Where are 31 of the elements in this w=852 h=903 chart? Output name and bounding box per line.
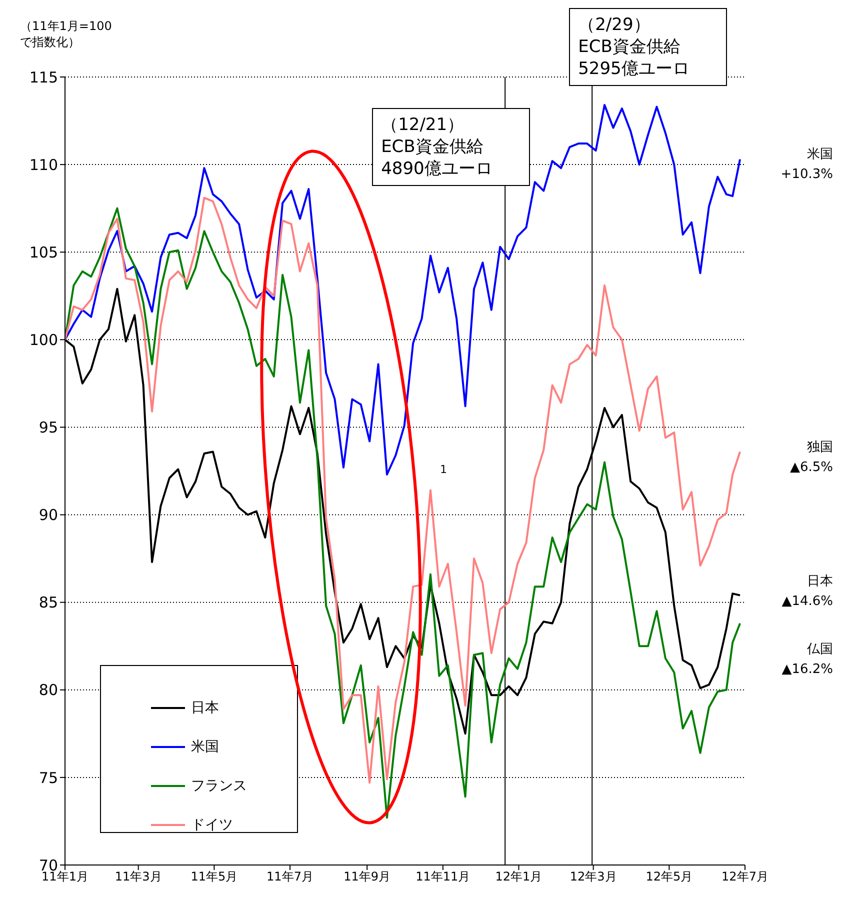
y-tick-label: 85 [38, 594, 58, 612]
y-tick-label: 90 [38, 506, 58, 524]
x-tick-label: 12年7月 [722, 870, 768, 884]
text: 仏国 ▲16.2% [780, 641, 833, 679]
legend-label: ドイツ [191, 816, 233, 834]
x-tick-label: 11年5月 [190, 870, 238, 884]
ref-line-label: （12/21） ECB資金供給 4890億ユーロ [381, 114, 494, 180]
legend-label: 日本 [191, 698, 219, 716]
x-tick-label: 12年3月 [570, 870, 617, 884]
ref-line-label: （2/29） ECB資金供給 5295億ユーロ [578, 14, 690, 80]
y-tick-label: 80 [38, 681, 58, 700]
legend-label: フランス [191, 776, 247, 794]
line-series [65, 104, 742, 476]
x-tick-label: 12年1月 [495, 870, 542, 884]
y-tick-label: 100 [29, 330, 58, 349]
y-tick-label: 75 [38, 768, 58, 787]
y-tick-label: 95 [38, 418, 58, 437]
text: 独国 ▲6.5% [788, 439, 833, 477]
y-tick-label: 115 [29, 68, 58, 86]
y-axis-title: （11年1月=100 で指数化） [20, 18, 112, 50]
annotation: 1 [440, 462, 447, 478]
x-tick-label: 11年11月 [416, 870, 470, 884]
x-tick-label: 12年5月 [646, 870, 693, 884]
text: 日本 ▲14.6% [780, 573, 833, 611]
legend-label: 米国 [191, 738, 219, 756]
y-tick-label: 110 [29, 156, 58, 174]
x-tick-label: 11年9月 [344, 870, 391, 884]
text: 米国 +10.3% [780, 146, 833, 184]
y-tick-label: 105 [29, 243, 58, 262]
x-tick-label: 11年7月 [266, 870, 314, 884]
x-tick-label: 11年3月 [114, 870, 162, 884]
